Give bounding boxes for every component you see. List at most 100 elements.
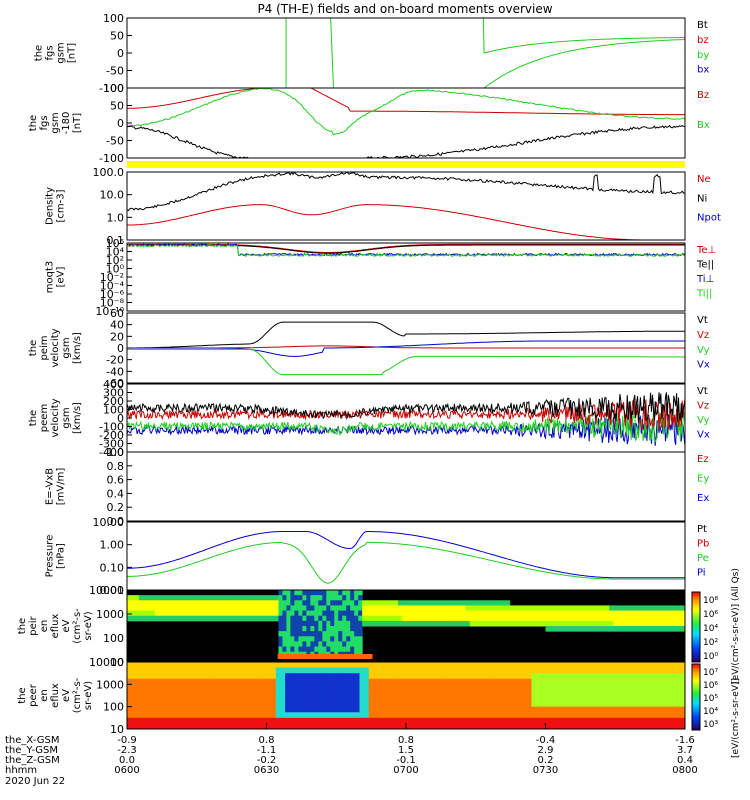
spectrogram-cell [382, 684, 388, 691]
spectrogram-cell [326, 590, 331, 596]
spectrogram-cell [433, 689, 440, 696]
spectrogram-cell [298, 626, 303, 632]
x-value: 0630 [254, 765, 279, 776]
spectrogram-cell [303, 673, 309, 680]
spectrogram-cell [306, 610, 311, 617]
spectrogram-cell [308, 678, 314, 685]
spectrogram-cell [159, 684, 165, 691]
spectrogram-cell [322, 673, 328, 680]
spectrogram-cell [652, 695, 658, 702]
spectrogram-cell [554, 695, 560, 702]
spectrogram-cell [326, 636, 331, 642]
spectrogram-cell [308, 662, 314, 669]
spectrogram-cell [145, 667, 151, 674]
spectrogram-cell [359, 712, 365, 719]
spectrogram-cell [289, 695, 295, 702]
spectrogram-cell [280, 706, 286, 713]
spectrogram-cell [545, 701, 551, 708]
spectrogram-cell [146, 615, 152, 622]
spectrogram-cell [290, 595, 295, 601]
spectrogram-cell [330, 631, 335, 637]
spectrogram-cell [652, 712, 658, 719]
spectrogram-cell [578, 667, 584, 674]
spectrogram-cell [317, 712, 323, 719]
spectrogram-cell [282, 595, 287, 601]
spectrogram-cell [485, 610, 491, 617]
spectrogram-cell [536, 695, 542, 702]
spectrogram-cell [271, 695, 277, 702]
spectrogram-cell [326, 610, 331, 617]
spectrogram-cell [173, 678, 179, 685]
spectrogram-cell [438, 695, 444, 702]
y-tick-label: 0.01 [100, 584, 125, 597]
spectrogram-cell [653, 626, 658, 632]
spectrogram-cell [512, 723, 519, 729]
spectrogram-cell [447, 712, 453, 719]
spectrogram-cell [252, 662, 258, 669]
spectrogram-cell [294, 610, 299, 617]
spectrogram-cell [342, 620, 347, 627]
spectrogram-cell [210, 673, 216, 680]
series-peem-red [127, 398, 685, 430]
y-axis-label: the [28, 410, 39, 426]
spectrogram-cell [601, 706, 607, 713]
spectrogram-cell [331, 695, 337, 702]
spectrogram-cell [306, 605, 311, 612]
spectrogram-cell [457, 600, 463, 606]
spectrogram-cell [271, 662, 277, 669]
spectrogram-cell [196, 673, 202, 680]
spectrogram-cell [557, 626, 562, 632]
spectrogram-cell [624, 684, 630, 691]
spectrogram-cell [294, 631, 299, 637]
spectrogram-cell [210, 662, 216, 669]
spectrogram-cell [647, 706, 653, 713]
spectrogram-cell [258, 595, 264, 601]
spectrogram-cell [671, 695, 677, 702]
spectrogram-cell [531, 701, 537, 708]
spectrogram-cell [136, 695, 142, 702]
spectrogram-cell [617, 615, 622, 622]
spectrogram-cell [159, 695, 165, 702]
spectrogram-cell [346, 600, 351, 606]
spectrogram-cell [429, 723, 435, 729]
spectrogram-cell [441, 610, 447, 617]
spectrogram-cell [130, 595, 136, 601]
spectrogram-cell [429, 717, 435, 724]
spectrogram-cell [326, 600, 331, 606]
spectrogram-cell [201, 678, 207, 685]
spectrogram-cell [285, 706, 291, 713]
spectrogram-cell [569, 615, 574, 622]
y-tick-label: 100 [103, 82, 124, 95]
spectrogram-cell [629, 673, 635, 680]
legend-entry: Ne [697, 174, 711, 185]
spectrogram-cell [182, 695, 188, 702]
spectrogram-cell [605, 667, 612, 674]
spectrogram-cell [206, 605, 212, 612]
spectrogram-cell [299, 717, 305, 724]
spectrogram-cell [661, 667, 667, 674]
spectrogram-cell [564, 689, 570, 696]
spectrogram-cell [346, 636, 351, 642]
spectrogram-cell [429, 684, 435, 691]
spectrogram-cell [285, 684, 291, 691]
spectrogram-cell [433, 695, 440, 702]
x-value: 3.7 [677, 745, 693, 756]
spectrogram-cell [398, 605, 403, 612]
spectrogram-cell [669, 626, 674, 632]
spectrogram-cell [666, 678, 672, 685]
spectrogram-cell [294, 590, 299, 596]
spectrogram-cell [229, 706, 235, 713]
spectrogram-cell [254, 595, 260, 601]
spectrogram-cell [252, 712, 258, 719]
spectrogram-cell [565, 615, 570, 622]
spectrogram-cell [410, 717, 416, 724]
spectrogram-cell [238, 717, 244, 724]
spectrogram-cell [131, 706, 137, 713]
spectrogram-cell [624, 712, 630, 719]
spectrogram-cell [382, 689, 388, 696]
spectrogram-cell [621, 610, 626, 617]
spectrogram-cell [499, 673, 505, 680]
spectrogram-cell [194, 610, 200, 617]
spectrogram-cell [629, 684, 635, 691]
